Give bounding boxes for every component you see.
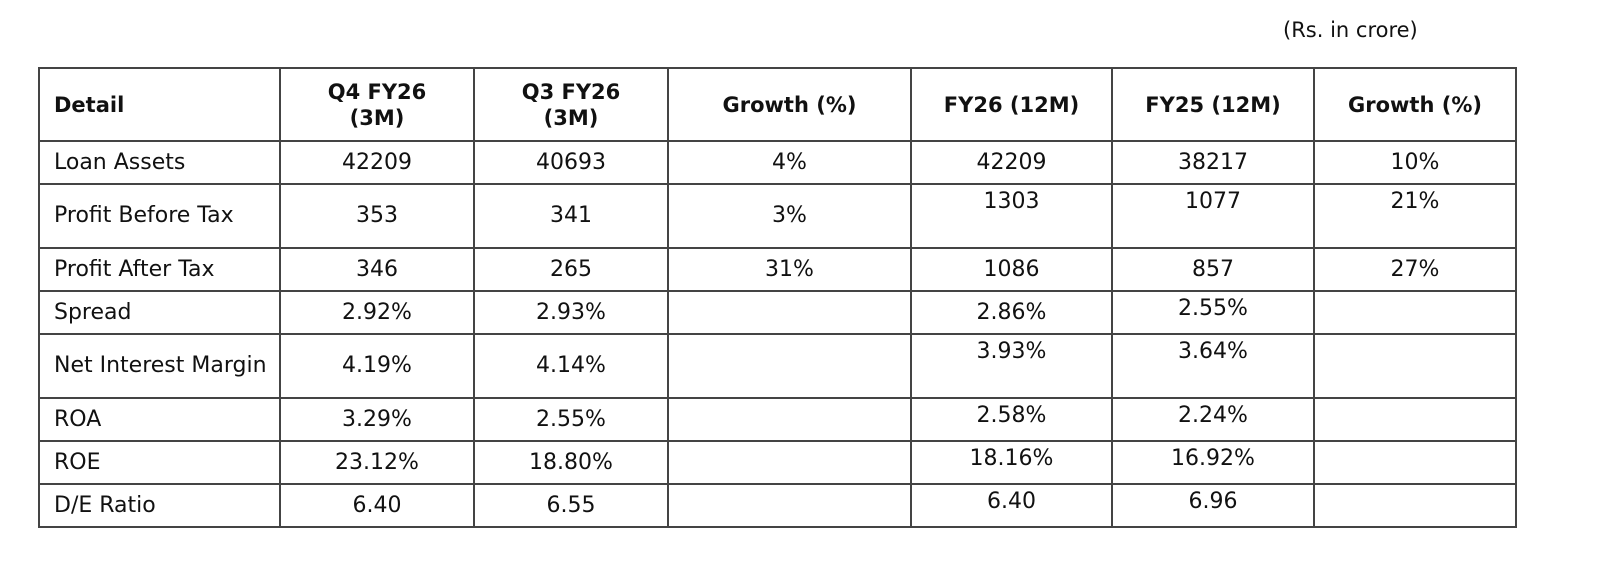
unit-note: (Rs. in crore) xyxy=(1283,18,1418,42)
table-cell xyxy=(667,440,912,485)
row-label: Spread xyxy=(38,290,281,335)
table-cell xyxy=(1313,397,1517,442)
table-row: Profit Before Tax 353 341 3% 1303 1077 21% xyxy=(38,183,1517,249)
table-cell: 42209 xyxy=(279,140,475,185)
table-cell: 2.93% xyxy=(473,290,669,335)
table-cell xyxy=(667,397,912,442)
table-cell xyxy=(667,483,912,528)
column-header: Q4 FY26 (3M) xyxy=(279,67,475,142)
table-cell: 265 xyxy=(473,247,669,292)
table-cell: 2.92% xyxy=(279,290,475,335)
table-cell: 2.55% xyxy=(1111,290,1315,335)
column-header: Growth (%) xyxy=(667,67,912,142)
table-cell: 1303 xyxy=(910,183,1113,249)
table-cell: 2.58% xyxy=(910,397,1113,442)
table-cell: 1086 xyxy=(910,247,1113,292)
table-cell: 21% xyxy=(1313,183,1517,249)
table-cell: 4.19% xyxy=(279,333,475,399)
row-label: ROA xyxy=(38,397,281,442)
column-header: FY25 (12M) xyxy=(1111,67,1315,142)
column-header: Growth (%) xyxy=(1313,67,1517,142)
table-cell xyxy=(1313,290,1517,335)
table-row: ROE 23.12% 18.80% 18.16% 16.92% xyxy=(38,440,1517,485)
table-cell: 341 xyxy=(473,183,669,249)
table-cell: 3.64% xyxy=(1111,333,1315,399)
table-row: D/E Ratio 6.40 6.55 6.40 6.96 xyxy=(38,483,1517,528)
table-cell: 16.92% xyxy=(1111,440,1315,485)
table-cell: 40693 xyxy=(473,140,669,185)
table-cell: 346 xyxy=(279,247,475,292)
table-cell: 353 xyxy=(279,183,475,249)
column-header: FY26 (12M) xyxy=(910,67,1113,142)
table-cell: 857 xyxy=(1111,247,1315,292)
table-cell xyxy=(667,333,912,399)
header-row: Detail Q4 FY26 (3M) Q3 FY26 (3M) Growth (%)… xyxy=(38,67,1517,142)
row-label: Loan Assets xyxy=(38,140,281,185)
table-cell: 1077 xyxy=(1111,183,1315,249)
table-row: ROA 3.29% 2.55% 2.58% 2.24% xyxy=(38,397,1517,442)
table-row: Loan Assets 42209 40693 4% 42209 38217 10% xyxy=(38,140,1517,185)
row-label: D/E Ratio xyxy=(38,483,281,528)
table-cell: 6.40 xyxy=(910,483,1113,528)
table-cell: 6.55 xyxy=(473,483,669,528)
table-cell: 4.14% xyxy=(473,333,669,399)
table-cell: 3.93% xyxy=(910,333,1113,399)
row-label: Profit After Tax xyxy=(38,247,281,292)
table-cell xyxy=(1313,440,1517,485)
table-cell: 3% xyxy=(667,183,912,249)
table-cell: 2.86% xyxy=(910,290,1113,335)
table-cell: 4% xyxy=(667,140,912,185)
row-label: ROE xyxy=(38,440,281,485)
table-cell: 38217 xyxy=(1111,140,1315,185)
table-cell: 31% xyxy=(667,247,912,292)
table-cell: 27% xyxy=(1313,247,1517,292)
row-label: Net Interest Margin xyxy=(38,333,281,399)
table-cell xyxy=(1313,333,1517,399)
table-cell: 6.96 xyxy=(1111,483,1315,528)
table-row: Spread 2.92% 2.93% 2.86% 2.55% xyxy=(38,290,1517,335)
table-cell: 2.55% xyxy=(473,397,669,442)
financial-results-table: Detail Q4 FY26 (3M) Q3 FY26 (3M) Growth (%)… xyxy=(38,67,1517,528)
row-label: Profit Before Tax xyxy=(38,183,281,249)
table-cell: 42209 xyxy=(910,140,1113,185)
table-cell: 2.24% xyxy=(1111,397,1315,442)
table-cell: 18.16% xyxy=(910,440,1113,485)
table-row: Profit After Tax 346 265 31% 1086 857 27% xyxy=(38,247,1517,292)
table-cell xyxy=(667,290,912,335)
table-cell: 3.29% xyxy=(279,397,475,442)
table-cell: 18.80% xyxy=(473,440,669,485)
table-cell: 6.40 xyxy=(279,483,475,528)
column-header: Q3 FY26 (3M) xyxy=(473,67,669,142)
table-cell: 10% xyxy=(1313,140,1517,185)
table-cell: 23.12% xyxy=(279,440,475,485)
table-row: Net Interest Margin 4.19% 4.14% 3.93% 3.64% xyxy=(38,333,1517,399)
table-cell xyxy=(1313,483,1517,528)
column-header: Detail xyxy=(38,67,281,142)
